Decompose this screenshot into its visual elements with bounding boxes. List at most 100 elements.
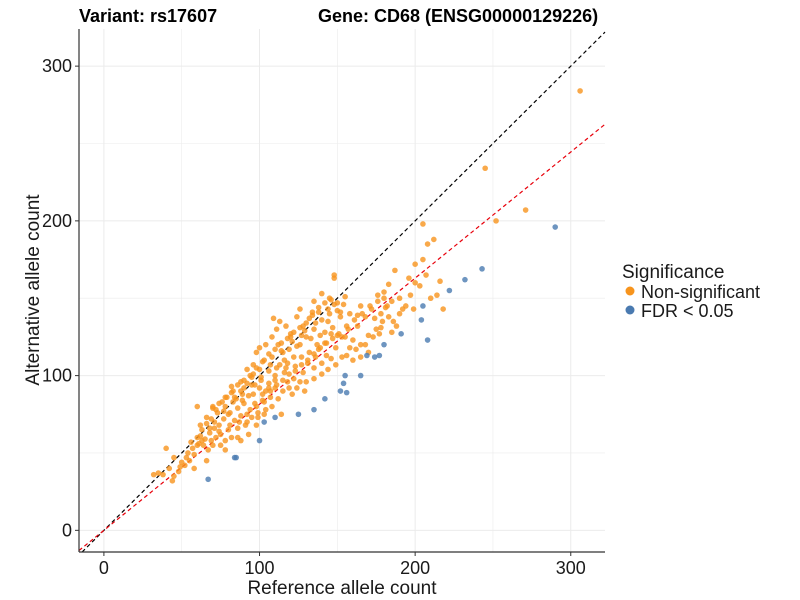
point-non-significant: [304, 357, 311, 363]
point-non-significant: [301, 327, 308, 334]
point-fdr: [462, 276, 468, 283]
point-non-significant: [283, 365, 289, 371]
point-non-significant: [270, 315, 277, 322]
point-non-significant: [245, 431, 252, 438]
point-non-significant: [239, 391, 246, 397]
point-non-significant: [346, 344, 353, 351]
point-non-significant: [407, 292, 414, 298]
point-non-significant: [417, 283, 423, 289]
point-non-significant: [334, 307, 341, 314]
point-fdr: [337, 388, 344, 394]
point-non-significant: [343, 352, 350, 359]
point-non-significant: [289, 391, 296, 397]
point-non-significant: [242, 422, 249, 428]
point-non-significant: [275, 396, 281, 402]
point-non-significant: [214, 409, 221, 416]
point-non-significant: [259, 391, 266, 397]
point-fdr: [256, 437, 263, 444]
point-non-significant: [379, 318, 386, 325]
point-non-significant: [303, 378, 310, 385]
point-non-significant: [210, 405, 216, 411]
point-non-significant: [216, 422, 222, 428]
point-non-significant: [238, 413, 244, 419]
point-non-significant: [378, 310, 384, 317]
point-non-significant: [350, 357, 356, 363]
point-non-significant: [396, 295, 403, 302]
point-non-significant: [213, 434, 219, 441]
point-non-significant: [359, 310, 366, 317]
point-non-significant: [390, 318, 397, 325]
point-non-significant: [325, 318, 331, 325]
point-non-significant: [290, 375, 297, 382]
point-non-significant: [191, 465, 197, 472]
point-non-significant: [342, 293, 348, 300]
point-non-significant: [227, 422, 233, 428]
point-non-significant: [374, 298, 381, 305]
point-non-significant: [300, 369, 306, 376]
point-non-significant: [228, 389, 235, 396]
point-non-significant: [262, 406, 269, 413]
point-non-significant: [171, 473, 177, 479]
point-non-significant: [522, 207, 529, 213]
x-axis-title: Reference allele count: [247, 578, 437, 599]
point-non-significant: [309, 312, 316, 319]
point-fdr: [398, 331, 404, 337]
point-non-significant: [222, 394, 229, 401]
point-non-significant: [160, 471, 166, 478]
point-non-significant: [234, 405, 241, 411]
point-non-significant: [322, 329, 328, 336]
point-non-significant: [303, 334, 310, 340]
y-tick-label: 0: [62, 520, 72, 540]
point-non-significant: [298, 361, 305, 368]
point-non-significant: [197, 422, 204, 428]
point-non-significant: [280, 388, 286, 394]
point-non-significant: [175, 468, 182, 475]
point-non-significant: [163, 445, 169, 452]
point-non-significant: [308, 335, 314, 342]
point-non-significant: [423, 272, 429, 278]
point-non-significant: [374, 292, 381, 298]
point-non-significant: [227, 409, 233, 416]
point-non-significant: [311, 298, 317, 305]
point-non-significant: [211, 425, 218, 432]
point-non-significant: [203, 457, 210, 464]
point-non-significant: [206, 425, 213, 432]
point-non-significant: [253, 349, 260, 356]
point-non-significant: [278, 348, 285, 354]
point-non-significant: [166, 465, 173, 472]
point-non-significant: [281, 369, 288, 376]
data-points: [150, 88, 583, 484]
point-non-significant: [301, 388, 308, 394]
point-non-significant: [424, 241, 431, 247]
point-non-significant: [196, 440, 202, 447]
point-non-significant: [236, 419, 243, 425]
point-non-significant: [385, 314, 392, 320]
point-non-significant: [231, 394, 238, 401]
point-non-significant: [420, 256, 426, 263]
point-non-significant: [365, 332, 372, 339]
point-non-significant: [315, 309, 322, 315]
point-non-significant: [203, 420, 210, 427]
point-non-significant: [577, 88, 583, 94]
point-non-significant: [339, 354, 345, 360]
point-non-significant: [328, 355, 334, 362]
point-non-significant: [388, 329, 395, 336]
point-non-significant: [343, 323, 350, 329]
point-fdr: [552, 224, 559, 230]
point-non-significant: [376, 331, 383, 337]
point-non-significant: [336, 331, 342, 337]
legend-label-non-significant: Non-significant: [641, 282, 760, 302]
point-non-significant: [437, 278, 443, 285]
point-non-significant: [225, 426, 232, 433]
point-non-significant: [331, 301, 338, 308]
point-non-significant: [245, 392, 252, 399]
point-non-significant: [311, 365, 317, 371]
point-non-significant: [228, 383, 235, 390]
point-non-significant: [230, 399, 236, 405]
point-fdr: [340, 380, 347, 387]
point-non-significant: [202, 436, 208, 442]
point-non-significant: [222, 403, 229, 410]
point-non-significant: [332, 361, 339, 368]
point-non-significant: [220, 408, 227, 414]
